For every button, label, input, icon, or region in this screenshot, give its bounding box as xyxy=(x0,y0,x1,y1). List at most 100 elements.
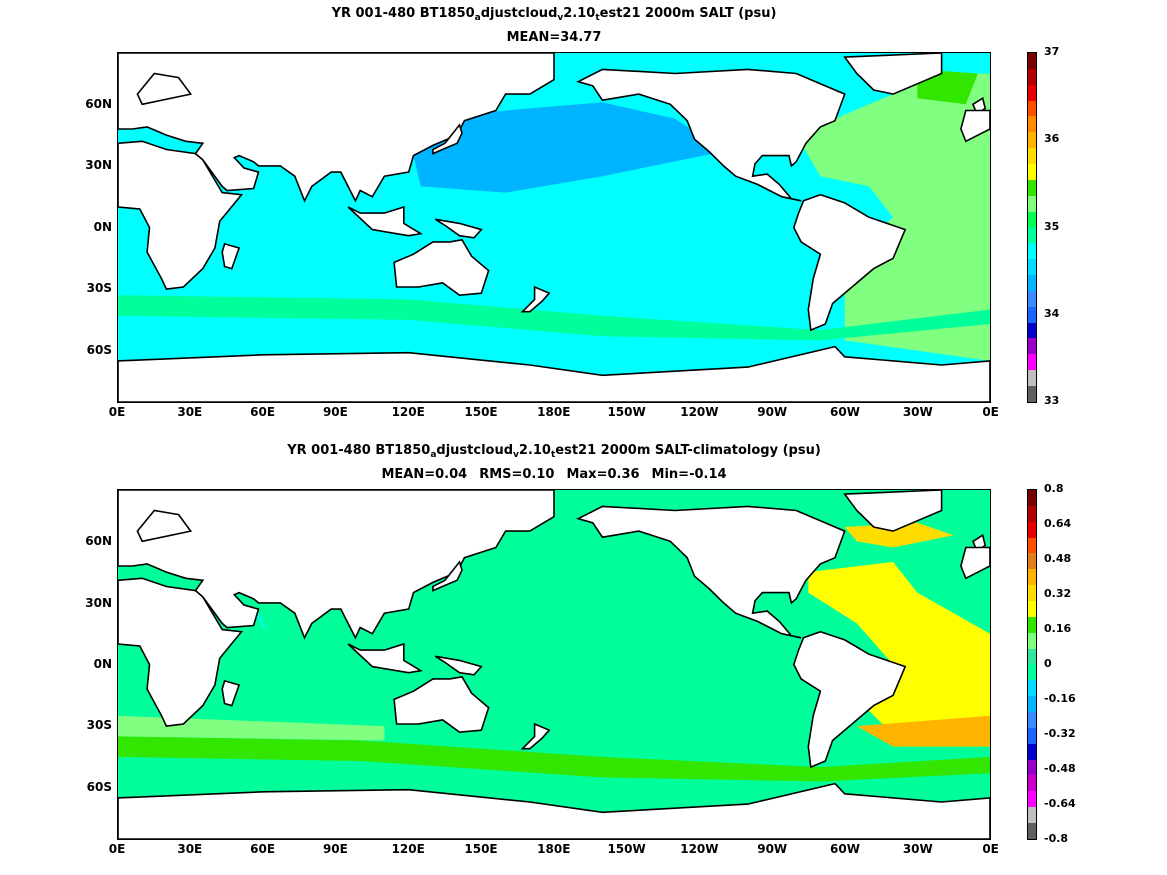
landmass-madagascar xyxy=(221,679,241,707)
xlabels1-xtick: 90W xyxy=(757,405,788,419)
xlabels1-xtick: 150E xyxy=(464,405,498,419)
xlabels2-xtick: 90W xyxy=(757,842,788,856)
panel2-cbar-tick: -0.32 xyxy=(1044,727,1076,740)
colorbar-swatch xyxy=(1028,53,1036,69)
landmass-greenland xyxy=(843,53,943,95)
landmass-europe_w xyxy=(960,546,990,580)
colorbar-swatch xyxy=(1028,648,1036,665)
panel1-cbar-tick-35: 35 xyxy=(1044,220,1060,233)
colorbar-swatch xyxy=(1028,696,1036,713)
landmass-baltic xyxy=(136,72,193,106)
colorbar-swatch xyxy=(1028,179,1036,196)
panel1-ytick-30S: 30S xyxy=(86,281,112,295)
panel1-ytick-30N: 30N xyxy=(85,158,112,172)
panel2-cbar-tick: 0.48 xyxy=(1044,552,1072,565)
panel2-colorbar xyxy=(1027,489,1037,840)
colorbar-swatch xyxy=(1028,306,1036,323)
xlabels1-xtick: 180E xyxy=(537,405,571,419)
landmass-europe_w xyxy=(960,109,990,143)
panel2-cbar-tick: 0.64 xyxy=(1044,517,1072,530)
landmass-namerica xyxy=(576,505,846,639)
panel2-cbar-tick: -0.48 xyxy=(1044,762,1076,775)
colorbar-swatch xyxy=(1028,243,1036,260)
panel1-map xyxy=(117,52,991,403)
xlabels2-xtick: 30W xyxy=(902,842,933,856)
landmass-africa xyxy=(118,140,244,290)
colorbar-swatch xyxy=(1028,132,1036,149)
xlabels2-xtick: 120E xyxy=(391,842,425,856)
stat-rms: RMS=0.10 xyxy=(479,467,555,482)
colorbar-swatch xyxy=(1028,386,1036,402)
colorbar-swatch xyxy=(1028,84,1036,101)
xlabels1-xtick: 60W xyxy=(830,405,860,419)
colorbar-swatch xyxy=(1028,227,1036,244)
panel2-map xyxy=(117,489,991,840)
salinity-southern-band xyxy=(118,295,990,341)
colorbar-swatch xyxy=(1028,68,1036,85)
colorbar-swatch xyxy=(1028,195,1036,212)
landmass-nz xyxy=(520,722,551,750)
panel1-subtitle: MEAN=34.77 xyxy=(506,30,602,45)
landmass-png xyxy=(434,655,483,676)
xlabels2-xtick: 0E xyxy=(982,842,999,856)
xlabels1-xtick: 0E xyxy=(108,405,126,419)
panel2-cbar-tick: 0.8 xyxy=(1044,482,1064,495)
xlabels2-xtick: 150W xyxy=(607,842,646,856)
landmass-namerica xyxy=(576,68,846,202)
landmass-africa xyxy=(118,577,244,727)
anomaly-labrador-orange xyxy=(844,522,954,548)
xlabels1-xtick: 150W xyxy=(607,405,646,419)
landmass-antarctica xyxy=(118,345,990,402)
stat-mean: MEAN=0.04 xyxy=(381,467,468,482)
colorbar-swatch xyxy=(1028,727,1036,744)
colorbar-swatch xyxy=(1028,743,1036,760)
colorbar-swatch xyxy=(1028,290,1036,307)
panel2-ytick-30N: 30N xyxy=(85,596,112,610)
xlabels2-xtick: 150E xyxy=(464,842,498,856)
panel2-ytick-30S: 30S xyxy=(86,718,112,732)
landmass-australia xyxy=(393,238,490,297)
colorbar-swatch xyxy=(1028,807,1036,824)
colorbar-swatch xyxy=(1028,211,1036,228)
colorbar-swatch xyxy=(1028,601,1036,617)
landmass-indonesia xyxy=(347,642,424,674)
colorbar-swatch xyxy=(1028,569,1036,586)
panel1-map-svg xyxy=(118,53,990,402)
panel1-cbar-tick-34: 34 xyxy=(1044,307,1060,320)
panel2-ytick-60S: 60S xyxy=(86,780,112,794)
panel2-stats: MEAN=0.04 RMS=0.10 Max=0.36 Min=-0.14 xyxy=(117,467,991,483)
xlabels2-xtick: 0E xyxy=(108,842,126,856)
panel2-map-svg xyxy=(118,490,990,839)
panel1-cbar-tick-36: 36 xyxy=(1044,132,1060,145)
landmass-japan xyxy=(432,560,463,592)
panel1-ytick-60N: 60N xyxy=(85,97,112,111)
salinity-north-pacific-low xyxy=(413,102,724,193)
landmass-nz xyxy=(520,285,551,313)
colorbar-swatch xyxy=(1028,775,1036,792)
panel1-ytick-0N: 0N xyxy=(93,220,112,234)
xlabels2-xtick: 120W xyxy=(680,842,719,856)
panel1-cbar-tick-37: 37 xyxy=(1044,45,1060,58)
landmass-samerica xyxy=(792,630,907,769)
xlabels2-xtick: 30E xyxy=(177,842,203,856)
xlabels1-xtick: 0E xyxy=(982,405,999,419)
landmass-png xyxy=(434,218,483,239)
colorbar-swatch xyxy=(1028,370,1036,387)
panel2-cbar-tick: -0.64 xyxy=(1044,797,1076,810)
colorbar-swatch xyxy=(1028,521,1036,538)
anomaly-south-atlantic-orange xyxy=(856,715,990,747)
anomaly-southern-band xyxy=(118,736,990,782)
panel2-title: YR 001-480 BT1850adjustcloudv2.10test21 … xyxy=(287,443,821,460)
colorbar-swatch xyxy=(1028,664,1036,681)
colorbar-swatch xyxy=(1028,164,1036,180)
panel2-cbar-tick: -0.16 xyxy=(1044,692,1076,705)
colorbar-swatch xyxy=(1028,823,1036,839)
xlabels2-xtick: 90E xyxy=(322,842,348,856)
panel2-ytick-60N: 60N xyxy=(85,534,112,548)
xlabels2-xtick: 60E xyxy=(250,842,276,856)
panel2-cbar-tick: 0.32 xyxy=(1044,587,1072,600)
colorbar-swatch xyxy=(1028,712,1036,728)
landmass-madagascar xyxy=(221,242,241,270)
landmass-indonesia xyxy=(347,205,424,237)
xlabels1-xtick: 120E xyxy=(391,405,425,419)
